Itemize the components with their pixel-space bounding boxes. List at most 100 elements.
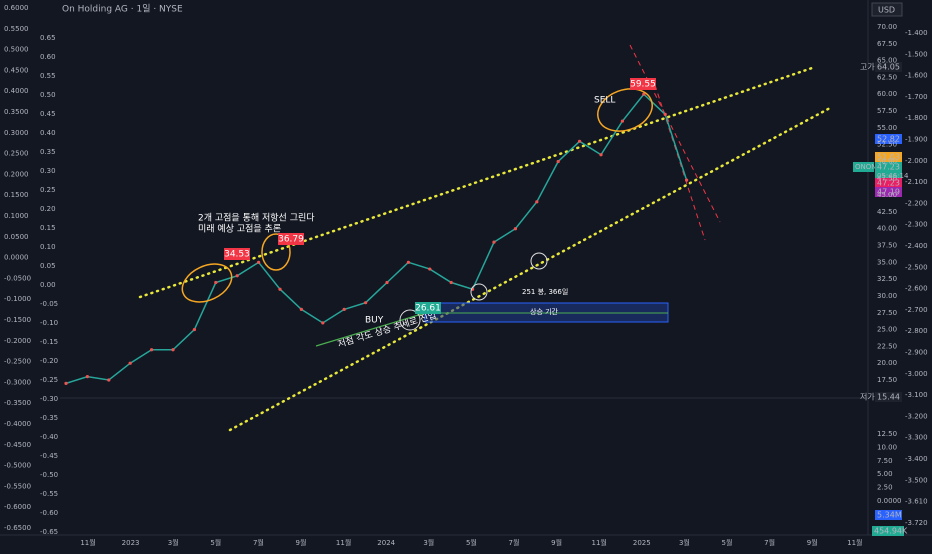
currency-button[interactable]: [871, 2, 903, 17]
price-point: [578, 139, 582, 143]
left-axis-label: 0.5500: [4, 25, 29, 33]
price-point: [599, 153, 603, 157]
left-axis-label: 0.2000: [4, 170, 29, 178]
volume-axis-label: 10.00: [877, 443, 897, 451]
far-axis-label: -3.100: [905, 391, 928, 399]
price-point: [535, 200, 539, 204]
tag: [875, 392, 902, 402]
price-point: [171, 348, 175, 352]
left-axis-label: -0.6500: [4, 524, 31, 532]
price-line: [65, 93, 688, 385]
left-axis-label: -0.65: [40, 528, 58, 536]
volume-axis-label: 7.50: [877, 457, 893, 465]
time-axis-label: 7월: [253, 538, 264, 547]
price-point: [321, 321, 325, 325]
left-axis-label: -0.45: [40, 452, 58, 460]
left-axis-label: 0.60: [40, 53, 56, 61]
left-axis-label: -0.05: [40, 300, 58, 308]
tag: [875, 187, 902, 197]
time-axis-label: 7월: [764, 538, 775, 547]
support-line: [228, 106, 832, 432]
left-axis-label: 0.4000: [4, 87, 29, 95]
left-axis-label: -0.1000: [4, 295, 31, 303]
volume-axis-label: 12.50: [877, 430, 897, 438]
tag-text: 64.05: [877, 63, 900, 72]
time-axis-label: 3월: [679, 538, 690, 547]
price-axis-label: 17.50: [877, 376, 897, 384]
volume-axis-label: 5.00: [877, 470, 893, 478]
annotation: 미래 예상 고점을 추론: [198, 223, 281, 235]
price-point: [107, 378, 111, 382]
price-axis-label: 67.50: [877, 40, 897, 48]
price-axis-label: 42.50: [877, 208, 897, 216]
annotation: 251 봉, 366일: [522, 287, 568, 296]
left-axis-label: 0.40: [40, 129, 56, 137]
left-axis-label: 0.65: [40, 34, 56, 42]
price-tag-text: 26.61: [415, 304, 441, 314]
price-axis-label: 57.50: [877, 107, 897, 115]
price-axis-label: 60.00: [877, 90, 897, 98]
price-axis-label: 50.00: [877, 157, 897, 165]
price-tag: [630, 78, 656, 90]
left-axis-label: -0.15: [40, 338, 58, 346]
left-axis-label: 0.0500: [4, 233, 29, 241]
left-axis-label: 0.25: [40, 186, 56, 194]
price-point: [342, 307, 346, 311]
far-axis-label: -2.300: [905, 221, 928, 229]
price-point: [64, 381, 68, 385]
left-axis-label: 0.15: [40, 224, 56, 232]
price-tag-text: 34.53: [224, 250, 250, 260]
tag-text: ONON: [855, 163, 877, 171]
price-point: [192, 327, 196, 332]
time-axis-label: 11월: [847, 538, 862, 547]
left-axis-label: 0.45: [40, 110, 56, 118]
far-axis-label: -2.700: [905, 306, 928, 314]
price-point: [257, 260, 261, 264]
left-axis-label: -0.2500: [4, 358, 31, 366]
left-axis-label: -0.2000: [4, 337, 31, 345]
price-tag-text: 36.79: [278, 235, 304, 245]
price-point: [278, 287, 282, 291]
time-axis-label: 5월: [210, 538, 221, 547]
down-arrow: [629, 44, 721, 223]
far-axis-label: -2.200: [905, 199, 928, 207]
time-axis-label: 7월: [509, 538, 520, 547]
price-axis-label: 55.00: [877, 124, 897, 132]
price-point: [492, 240, 496, 244]
price-axis-label: 40.00: [877, 225, 897, 233]
price-tag: [415, 302, 441, 314]
touch-circle: [399, 309, 421, 331]
left-axis-label: -0.50: [40, 471, 58, 479]
left-axis-label: 0.55: [40, 72, 56, 80]
left-axis-label: 0.3000: [4, 129, 29, 137]
left-axis-label: 0.5000: [4, 46, 29, 54]
annotation: BUY: [365, 316, 384, 326]
far-axis-label: -2.100: [905, 178, 928, 186]
chart-title: On Holding AG · 1일 · NYSE: [62, 4, 183, 15]
price-point: [449, 280, 453, 285]
left-axis-label: -0.3500: [4, 399, 31, 407]
price-axis-label: 20.00: [877, 359, 897, 367]
tag-text: 51.03: [877, 153, 900, 162]
tag-text: 47.23: [877, 163, 900, 172]
price-axis-label: 45.00: [877, 191, 897, 199]
left-axis-label: -0.5000: [4, 462, 31, 470]
left-axis-label: 0.0000: [4, 254, 29, 262]
price-point: [235, 274, 239, 278]
touch-circle: [530, 252, 548, 270]
left-axis-label: 0.2500: [4, 150, 29, 158]
far-axis-label: -1.400: [905, 29, 928, 37]
left-axis-label: -0.4500: [4, 441, 31, 449]
far-axis-label: -3.500: [905, 476, 928, 484]
left-axis-label: -0.3000: [4, 378, 31, 386]
highlight-oval: [597, 88, 653, 132]
time-axis-label: 2024: [377, 539, 395, 547]
left-axis-label: 0.6000: [4, 4, 29, 12]
price-tag: [224, 248, 250, 260]
highlight-oval: [181, 263, 233, 303]
tag-text: 05:46:14: [877, 172, 909, 180]
far-axis-label: -1.500: [905, 50, 928, 58]
left-axis-label: -0.30: [40, 395, 58, 403]
far-axis-label: -3.400: [905, 455, 928, 463]
time-axis-label: 9월: [551, 538, 562, 547]
